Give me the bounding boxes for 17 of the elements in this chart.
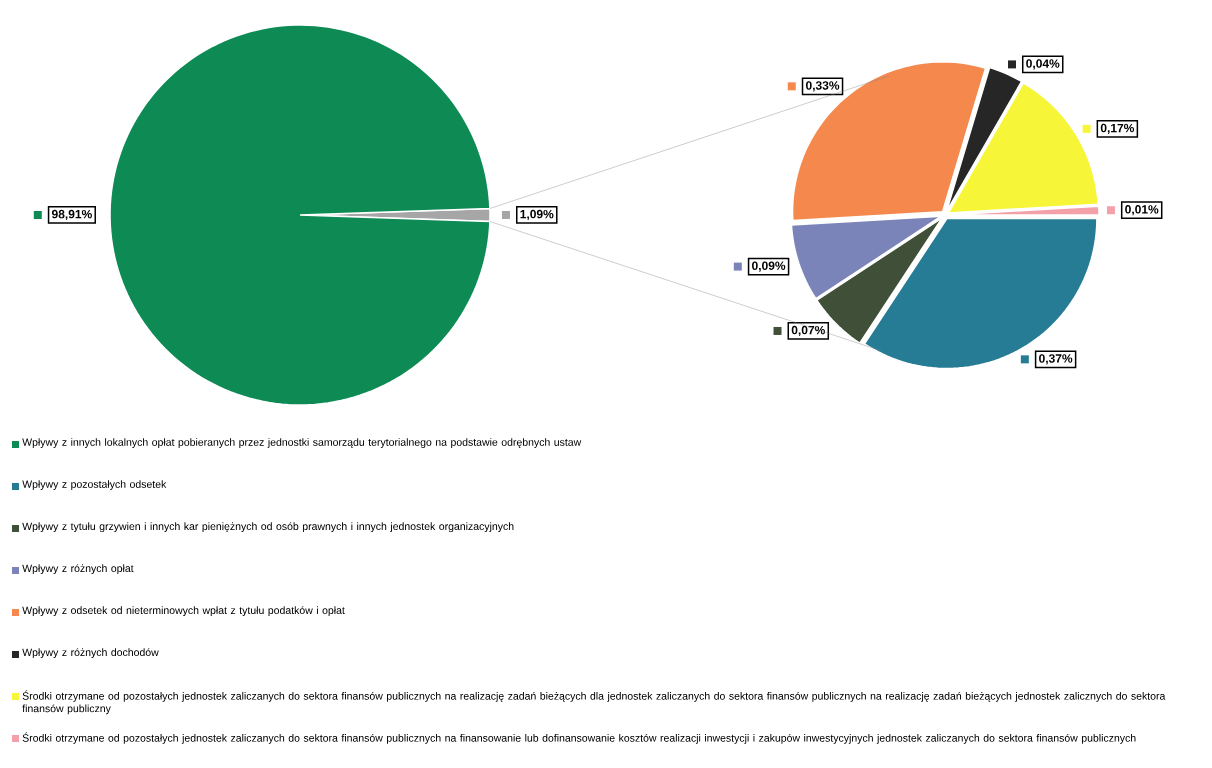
legend-label: Wpływy z różnych opłat <box>22 564 134 575</box>
legend-label: Środki otrzymane od pozostałych jednostek zaliczanych do sektora finansów publicznych na realizację zadań bieżących dla jednostek zaliczanych do sektora finansów publicznych na realizację zadań bieżących jednostek zalicznych do sektora finansów publiczny <box>22 690 1166 715</box>
legend-label: Wpływy z tytułu grzywien i innych kar pieniężnych od osób prawnych i innych jednostek organizacyjnych <box>22 522 514 533</box>
data-label: 0,01% <box>1125 205 1159 216</box>
data-label: 0,37% <box>1039 354 1073 365</box>
data-label: 0,07% <box>791 325 825 337</box>
data-label: 0,04% <box>1026 59 1060 70</box>
data-label: 98,91% <box>51 209 92 221</box>
data-label: 0,17% <box>1100 123 1135 134</box>
data-label: 1,09% <box>520 209 554 221</box>
legend-label: Wpływy z pozostałych odsetek <box>22 480 167 490</box>
legend-label: Środki otrzymane od pozostałych jednostek zaliczanych do sektora finansów publicznych na finansowanie lub dofinansowanie kosztów realizacji inwestycji i zakupów inwestycyjnych jednostek zaliczanych do sektora finansów publicznych <box>22 732 1136 744</box>
legend-label: Wpływy z odsetek od nieterminowych wpłat z tytułu podatków i opłat <box>22 606 345 617</box>
data-label: 0,09% <box>752 261 786 272</box>
legend-label: Wpływy z różnych dochodów <box>22 648 159 659</box>
data-label: 0,33% <box>805 81 840 92</box>
legend-label: Wpływy z innych lokalnych opłat pobieranych przez jednostki samorządu terytorialnego na podstawie odrębnych ustaw <box>22 438 582 448</box>
